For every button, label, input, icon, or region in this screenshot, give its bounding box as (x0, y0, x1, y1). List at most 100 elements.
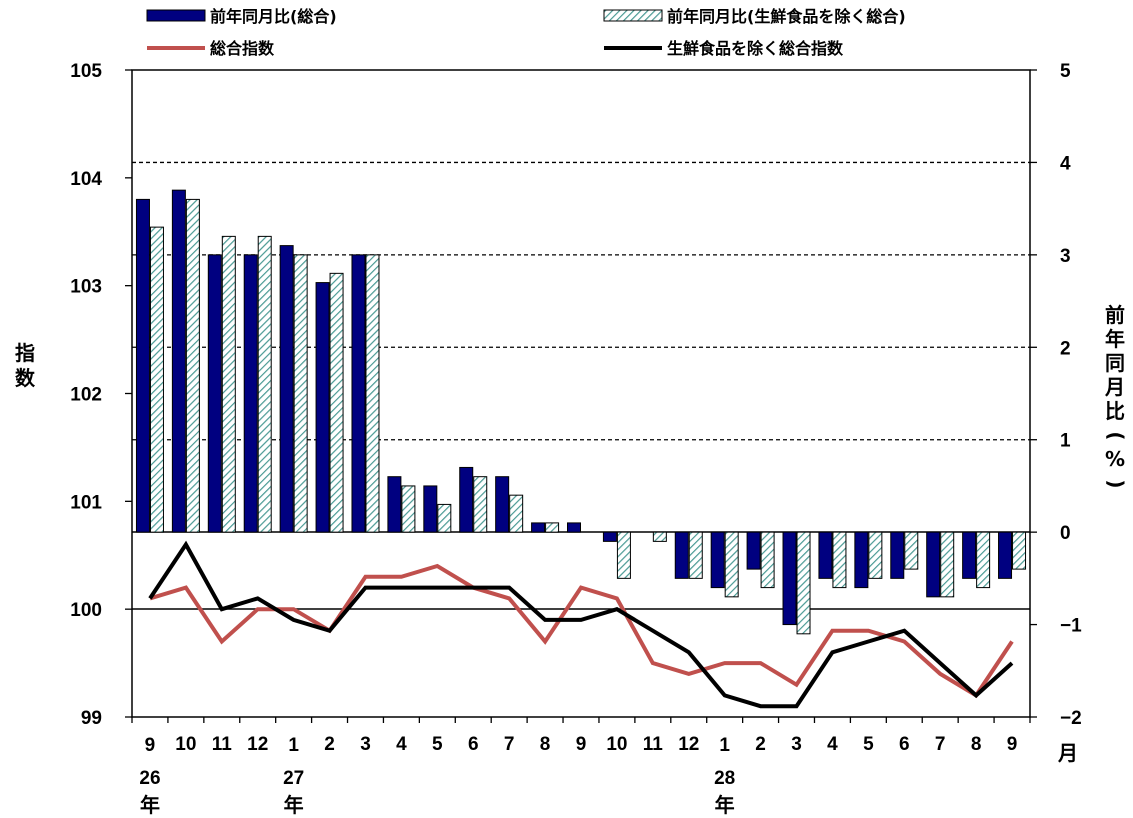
bar-core (365, 254, 380, 533)
legend-item-hatched-bar: 前年同月比(生鮮食品を除く総合) (603, 7, 906, 26)
year-label: 28 (714, 768, 735, 789)
bar-total (746, 531, 761, 570)
bar-total (207, 254, 222, 533)
x-tick-label: 3 (360, 734, 371, 755)
left-axis-title: 指数 (15, 341, 36, 390)
legend-item-line-black: 生鮮食品を除く総合指数 (604, 39, 844, 58)
bar-core (437, 503, 452, 533)
right-axis: −2 −1 0 1 2 3 4 5 (1030, 61, 1082, 729)
legend-label: 総合指数 (210, 39, 275, 58)
x-tick-label: 1 (288, 735, 299, 756)
legend-label: 前年同月比(総合) (210, 7, 337, 26)
x-tick-label: 8 (540, 734, 551, 755)
bar-total (279, 245, 294, 533)
bar-core (904, 531, 919, 570)
line-core-index (148, 540, 1014, 709)
x-tick-label: 6 (899, 734, 910, 755)
bar-core (221, 235, 236, 533)
bar-core (473, 476, 488, 533)
bar-core (293, 254, 308, 533)
right-tick-label: 5 (1060, 61, 1071, 82)
left-tick-label: 102 (70, 385, 102, 406)
bar-total (315, 282, 330, 533)
left-tick-label: 99 (81, 708, 102, 729)
legend-label: 前年同月比(生鮮食品を除く総合) (667, 7, 906, 26)
legend-item-line-red: 総合指数 (147, 39, 275, 58)
bar-total (926, 531, 941, 598)
right-title-char: ( (1104, 431, 1128, 440)
bar-core (688, 531, 703, 579)
left-tick-label: 104 (70, 169, 102, 190)
legend: 前年同月比(総合) 前年同月比(生鮮食品を除く総合) 総合指数 生鮮食品を除く総… (146, 7, 906, 58)
bar-total (962, 531, 977, 579)
x-tick-label: 12 (247, 734, 268, 755)
x-tick-label: 5 (432, 734, 443, 755)
bar-total (243, 254, 258, 533)
left-title-char: 指 (15, 341, 35, 365)
bar-core (724, 531, 739, 598)
x-tick-label: 10 (606, 734, 627, 755)
x-unit-label: 月 (1057, 741, 1078, 765)
x-tick-label: 10 (175, 734, 196, 755)
bar-total (495, 476, 510, 533)
right-title-char: % (1105, 447, 1125, 471)
left-tick-label: 101 (70, 492, 102, 513)
bar-core (257, 235, 272, 533)
bar-total (854, 531, 869, 589)
x-tick-label: 9 (145, 735, 156, 756)
left-axis: 99 100 101 102 103 104 105 (70, 61, 132, 729)
x-tick-label: 7 (935, 734, 946, 755)
bar-core (760, 531, 775, 589)
x-tick-label: 9 (576, 734, 587, 755)
bar-total (351, 254, 366, 533)
bar-core (185, 198, 200, 533)
bar-total (818, 531, 833, 579)
year-suffix: 年 (140, 793, 160, 817)
right-title-char: 比 (1105, 399, 1125, 423)
x-tick-label: 11 (643, 734, 664, 755)
left-tick-label: 103 (70, 277, 102, 298)
x-tick-label: 2 (324, 734, 335, 755)
right-tick-label: 1 (1060, 431, 1071, 452)
year-label: 27 (283, 768, 304, 789)
legend-item-bar: 前年同月比(総合) (146, 7, 337, 26)
bar-total (171, 189, 186, 533)
x-tick-label: 6 (468, 734, 479, 755)
right-axis-title: 前年同月比 (%) (1104, 303, 1128, 489)
bar-core (1012, 531, 1027, 570)
bar-total (459, 466, 474, 533)
right-title-char: 同 (1105, 351, 1125, 375)
bar-total (710, 531, 725, 589)
x-tick-label: 4 (827, 734, 838, 755)
bar-core (329, 272, 344, 533)
bar-total (531, 522, 546, 533)
right-tick-label: 2 (1060, 338, 1071, 359)
plot-area (131, 69, 1031, 718)
bar-total (135, 198, 150, 533)
right-title-char: 年 (1105, 327, 1125, 351)
bar-core (940, 531, 955, 598)
x-tick-label: 9 (1007, 734, 1018, 755)
right-tick-label: −1 (1060, 616, 1082, 637)
bar-total (602, 531, 617, 542)
year-label: 26 (139, 768, 160, 789)
bar-total (387, 476, 402, 533)
x-tick-label: 2 (755, 734, 766, 755)
bar-core (616, 531, 631, 579)
x-tick-label: 4 (396, 734, 407, 755)
bar-core (545, 522, 560, 533)
x-tick-label: 12 (678, 734, 699, 755)
left-tick-label: 100 (70, 600, 102, 621)
bar-total (674, 531, 689, 579)
lines (148, 540, 1014, 709)
bar-core (868, 531, 883, 579)
bar-core (832, 531, 847, 589)
bar-core (796, 531, 811, 635)
legend-label: 生鮮食品を除く総合指数 (667, 39, 844, 58)
bar-core (509, 494, 524, 533)
bar-core (401, 485, 416, 533)
x-tick-label: 8 (971, 734, 982, 755)
year-suffix: 年 (715, 793, 735, 817)
